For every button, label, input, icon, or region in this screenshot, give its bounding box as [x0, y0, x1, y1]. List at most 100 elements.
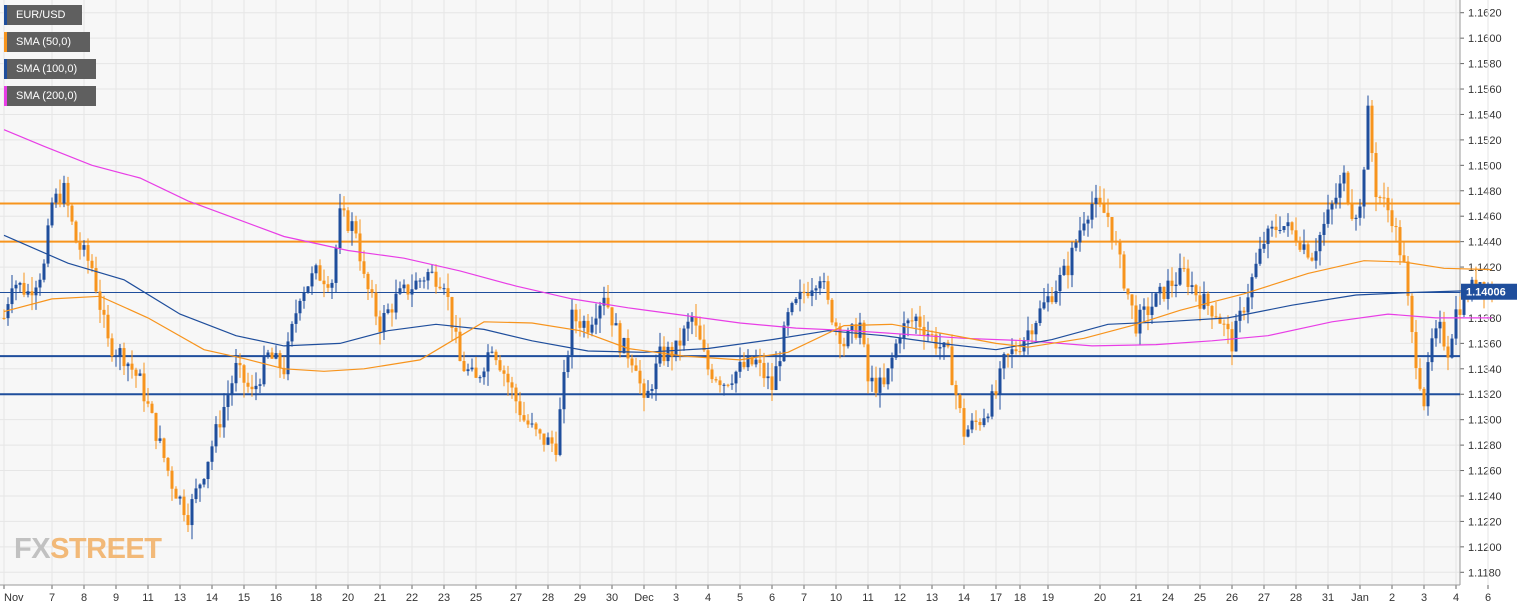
candle-body [890, 357, 894, 369]
candle-body [226, 395, 230, 407]
candle-body [898, 337, 902, 344]
x-tick-label: 15 [238, 592, 250, 604]
y-tick-label: 1.1580 [1468, 59, 1502, 71]
candle-body [154, 412, 158, 441]
y-tick-label: 1.1260 [1468, 466, 1502, 478]
candle-body [954, 385, 958, 395]
y-tick-label: 1.1540 [1468, 109, 1502, 121]
candle-body [942, 342, 946, 348]
x-tick-label: 4 [705, 592, 711, 604]
candle-body [1234, 320, 1238, 352]
candle-body [1034, 323, 1038, 335]
x-tick-label: 6 [769, 592, 775, 604]
candle-body [586, 320, 590, 333]
candle-body [1054, 291, 1058, 303]
candle-body [478, 377, 482, 379]
candle-body [90, 260, 94, 269]
candle-body [230, 383, 234, 396]
candle-body [442, 288, 446, 290]
candle-body [414, 280, 418, 290]
candle-body [1154, 293, 1158, 307]
y-tick-label: 1.1420 [1468, 262, 1502, 274]
x-tick-label: 28 [1290, 592, 1302, 604]
candle-body [394, 293, 398, 313]
candle-body [470, 367, 474, 370]
candle-body [510, 382, 514, 388]
x-tick-label: 28 [542, 592, 554, 604]
candle-body [562, 372, 566, 410]
candle-body [42, 263, 46, 280]
candle-body [98, 291, 102, 310]
candle-body [258, 384, 262, 386]
candle-body [374, 292, 378, 317]
candle-body [134, 369, 138, 376]
y-tick-label: 1.1280 [1468, 440, 1502, 452]
candle-body [758, 359, 762, 363]
candle-body [930, 334, 934, 336]
current-price-label-bg [1461, 283, 1517, 300]
candle-body [118, 348, 122, 356]
candle-body [30, 291, 34, 296]
candle-body [570, 309, 574, 356]
candle-body [234, 362, 238, 384]
x-tick-label: 3 [673, 592, 679, 604]
candle-body [1438, 321, 1442, 329]
candle-body [310, 273, 314, 287]
candle-body [694, 316, 698, 326]
candle-body [114, 355, 118, 357]
candle-body [402, 284, 406, 289]
candle-body [826, 281, 830, 300]
x-tick-label: 22 [406, 592, 418, 604]
candle-body [1046, 296, 1050, 303]
candle-body [610, 307, 614, 326]
x-tick-label: 31 [1322, 592, 1334, 604]
candle-body [1106, 212, 1110, 218]
sma50-line [3, 260, 1493, 372]
candle-body [1026, 330, 1030, 341]
candle-body [1326, 209, 1330, 224]
candle-body [278, 353, 282, 368]
candle-body [18, 282, 22, 285]
candle-body [1162, 286, 1166, 299]
candle-body [818, 281, 822, 289]
candle-body [1078, 230, 1082, 243]
candle-body [1406, 261, 1410, 296]
candle-body [270, 352, 274, 359]
candle-body [1286, 222, 1290, 227]
candle-body [206, 461, 210, 480]
candle-body [966, 429, 970, 437]
candle-body [262, 355, 266, 385]
legend-item-sma50[interactable]: SMA (50,0) [4, 32, 90, 52]
candle-body [2, 317, 6, 319]
candle-body [462, 361, 466, 372]
candle-body [1310, 257, 1314, 261]
x-tick-label: 18 [310, 592, 322, 604]
candle-body [978, 421, 982, 426]
candle-body [358, 233, 362, 262]
legend-item-sma100[interactable]: SMA (100,0) [4, 59, 96, 79]
candle-body [214, 424, 218, 447]
candle-body [274, 353, 278, 359]
candle-body [1230, 329, 1234, 352]
candle-body [1226, 323, 1230, 330]
candle-body [110, 338, 114, 357]
legend-item-sma200[interactable]: SMA (200,0) [4, 86, 96, 106]
candle-body [1134, 305, 1138, 334]
candle-body [250, 386, 254, 390]
candle-body [886, 368, 890, 385]
candle-body [1174, 284, 1178, 287]
candle-body [738, 361, 742, 372]
candle-body [1042, 302, 1046, 309]
legend-item-eurusd[interactable]: EUR/USD [4, 5, 82, 25]
candle-body [1182, 268, 1186, 270]
candle-body [526, 420, 530, 425]
candle-body [622, 337, 626, 354]
candle-body [338, 208, 342, 249]
legend-swatch [4, 5, 7, 25]
candle-body [238, 362, 242, 366]
y-tick-label: 1.1600 [1468, 33, 1502, 45]
candle-body [650, 389, 654, 391]
candle-body [314, 265, 318, 274]
candle-body [1010, 349, 1014, 355]
